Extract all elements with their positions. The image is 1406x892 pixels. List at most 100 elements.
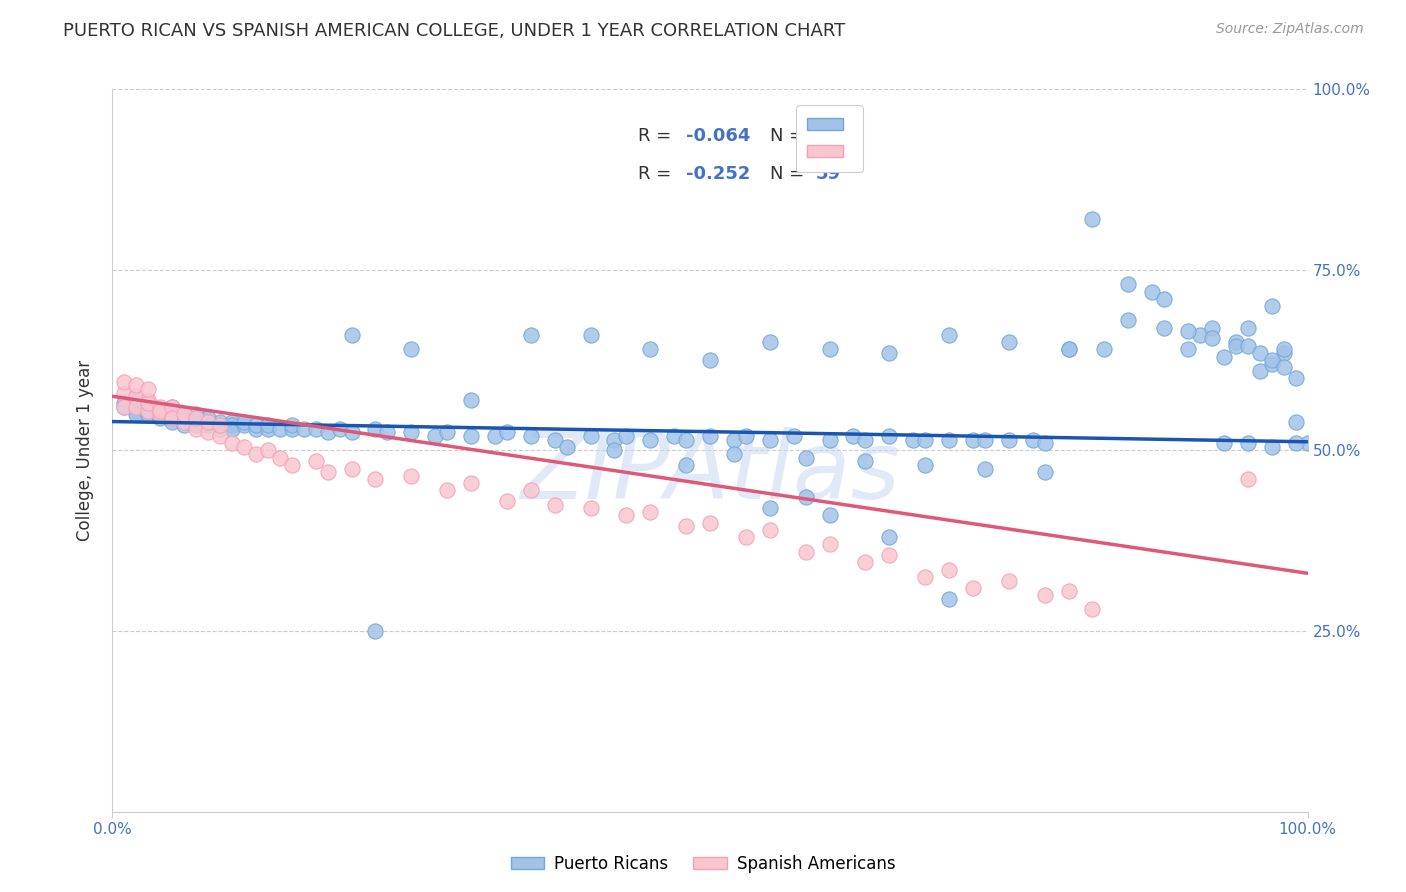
Text: -0.064: -0.064 xyxy=(686,128,751,145)
Point xyxy=(496,494,519,508)
Point xyxy=(149,400,172,414)
Point xyxy=(1057,584,1080,599)
Point xyxy=(842,429,865,443)
Point xyxy=(125,407,148,421)
Point xyxy=(209,418,232,433)
Point xyxy=(914,570,936,584)
Point xyxy=(640,505,662,519)
Point xyxy=(162,403,183,417)
Point xyxy=(675,458,697,472)
Point xyxy=(1261,440,1284,454)
Point xyxy=(305,422,328,436)
Point xyxy=(699,516,721,530)
Point xyxy=(316,465,339,479)
Point xyxy=(149,403,172,417)
Point xyxy=(162,400,183,414)
Point xyxy=(603,443,626,458)
Point xyxy=(879,429,901,443)
Point xyxy=(197,425,219,440)
Point xyxy=(162,411,183,425)
Point xyxy=(1237,320,1260,334)
Point xyxy=(855,454,877,468)
Point xyxy=(209,415,232,429)
Point xyxy=(186,418,208,433)
Point xyxy=(162,411,183,425)
Point xyxy=(1153,320,1175,334)
Point xyxy=(640,433,662,447)
Point xyxy=(197,411,219,425)
Point xyxy=(723,447,745,461)
Point xyxy=(149,403,172,417)
Point xyxy=(401,343,423,357)
Point xyxy=(436,483,458,498)
Point xyxy=(173,407,195,421)
Point xyxy=(173,418,195,433)
Point xyxy=(579,501,602,516)
Point xyxy=(699,429,721,443)
Point xyxy=(340,461,363,475)
Point xyxy=(186,407,208,421)
Point xyxy=(269,450,291,465)
Point xyxy=(209,422,232,436)
Point xyxy=(1285,371,1308,385)
Point xyxy=(114,396,135,410)
Point xyxy=(425,429,447,443)
Text: -0.252: -0.252 xyxy=(686,165,751,184)
Point xyxy=(818,537,841,551)
Point xyxy=(1237,472,1260,486)
Point xyxy=(543,498,565,512)
Point xyxy=(616,508,638,523)
Point xyxy=(281,422,304,436)
Point xyxy=(305,454,328,468)
Point xyxy=(974,433,997,447)
Text: N =: N = xyxy=(770,165,810,184)
Point xyxy=(186,422,208,436)
Point xyxy=(782,429,804,443)
Point xyxy=(329,422,352,436)
Point xyxy=(162,411,183,425)
Point xyxy=(257,418,280,433)
Point xyxy=(616,429,638,443)
Text: PUERTO RICAN VS SPANISH AMERICAN COLLEGE, UNDER 1 YEAR CORRELATION CHART: PUERTO RICAN VS SPANISH AMERICAN COLLEGE… xyxy=(63,22,845,40)
Point xyxy=(675,519,697,533)
Point xyxy=(998,433,1021,447)
Point xyxy=(794,450,817,465)
Point xyxy=(125,378,148,392)
Point xyxy=(173,415,195,429)
Point xyxy=(186,411,208,425)
Point xyxy=(401,468,423,483)
Point xyxy=(257,422,280,436)
Point xyxy=(938,563,960,577)
Point xyxy=(364,472,387,486)
Point xyxy=(245,447,267,461)
Point xyxy=(221,422,243,436)
Point xyxy=(197,418,219,433)
Point xyxy=(1272,346,1295,360)
Point xyxy=(138,403,160,417)
Point xyxy=(197,415,219,429)
Point xyxy=(138,400,160,414)
Point xyxy=(1285,415,1308,429)
Point xyxy=(281,458,304,472)
Point xyxy=(281,418,304,433)
Point xyxy=(460,429,482,443)
Point xyxy=(125,400,148,414)
Point xyxy=(138,392,160,407)
Text: 59: 59 xyxy=(815,165,841,184)
Point xyxy=(640,343,662,357)
Point xyxy=(1033,436,1056,450)
Point xyxy=(1189,327,1212,342)
Point xyxy=(1225,334,1247,349)
Point xyxy=(1261,353,1284,368)
Point xyxy=(484,429,506,443)
Point xyxy=(759,523,782,537)
Point xyxy=(699,353,721,368)
Point xyxy=(1272,360,1295,375)
Point xyxy=(1033,588,1056,602)
Point xyxy=(138,396,160,410)
Point xyxy=(364,624,387,639)
Point xyxy=(1081,602,1104,616)
Point xyxy=(603,433,626,447)
Point xyxy=(245,418,267,433)
Point xyxy=(938,327,960,342)
